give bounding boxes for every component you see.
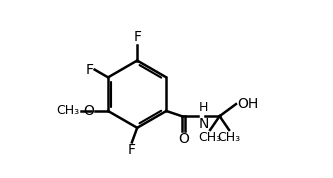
Text: CH₃: CH₃ [198,131,222,144]
Text: F: F [133,30,141,44]
Text: CH₃: CH₃ [217,131,241,144]
Text: H: H [199,101,208,114]
Text: CH₃: CH₃ [57,104,80,117]
Text: OH: OH [237,97,258,111]
Text: O: O [83,104,94,118]
Text: N: N [199,117,209,130]
Text: F: F [85,63,93,77]
Text: O: O [178,132,188,146]
Text: F: F [128,143,136,157]
